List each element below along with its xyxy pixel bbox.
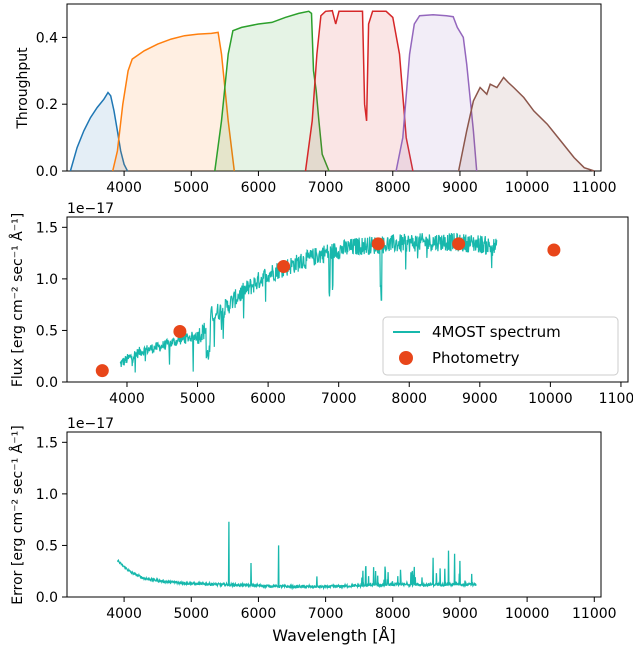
filter-r-curve	[214, 10, 330, 172]
x-axis-label: Wavelength [Å]	[272, 626, 395, 645]
throughput-panel: 4000 5000 6000 7000 8000 9000 10000 11000 0.00.…	[15, 3, 617, 196]
x-tick-label: 9000	[442, 606, 478, 622]
y-tick-label: 1.0	[36, 272, 58, 288]
error-x-ticks: 4000 5000 6000 7000 8000 9000 10000 11000	[106, 597, 617, 622]
x-tick-label: 11000	[572, 180, 617, 196]
x-tick-label: 6000	[250, 391, 286, 407]
x-tick-label: 10000	[505, 180, 550, 196]
error-offset-text: 1e−17	[67, 416, 114, 432]
error-y-label: Error [erg cm⁻² sec⁻¹ Å⁻¹]	[9, 425, 26, 604]
y-tick-label: 1.5	[36, 435, 58, 451]
photometry-point	[173, 324, 187, 338]
photometry-point	[547, 243, 561, 257]
legend-box	[382, 316, 619, 376]
x-tick-label: 7000	[308, 180, 344, 196]
filter-g-curve	[111, 31, 236, 172]
filter-g-fill	[112, 32, 235, 172]
x-tick-label: 5000	[180, 391, 216, 407]
x-tick-label: 7000	[308, 606, 344, 622]
photometry-point	[371, 237, 385, 251]
flux-y-label: Flux [erg cm⁻² sec⁻¹ Å⁻¹]	[9, 213, 26, 387]
x-tick-label: 6000	[241, 180, 277, 196]
x-tick-label: 4000	[109, 391, 145, 407]
filter-r-fill	[214, 11, 329, 171]
y-tick-label: 0.5	[36, 538, 58, 554]
error-line	[117, 521, 477, 591]
x-tick-label: 9000	[462, 391, 498, 407]
error-spectrum	[117, 521, 477, 591]
y-tick-label: 0.4	[36, 30, 58, 46]
filter-curves	[69, 9, 595, 172]
x-tick-label: 11000	[599, 391, 633, 407]
y-tick-label: 1.5	[36, 220, 58, 236]
filter-y-fill	[458, 77, 595, 171]
throughput-y-label: Throughput	[15, 47, 31, 130]
y-tick-label: 0.2	[36, 97, 58, 113]
throughput-frame	[66, 3, 602, 172]
legend: 4MOST spectrum Photometry	[382, 316, 619, 376]
x-tick-label: 10000	[505, 606, 550, 622]
y-tick-label: 0.0	[36, 164, 58, 180]
x-tick-label: 5000	[173, 180, 209, 196]
x-tick-label: 5000	[173, 606, 209, 622]
flux-panel: 1e−17 4000 5000 6000 7000 8000 9000 10000 1100 0…	[9, 201, 633, 407]
legend-photometry-label: Photometry	[432, 349, 520, 367]
x-tick-label: 6000	[241, 606, 277, 622]
flux-x-ticks: 4000 5000 6000 7000 8000 9000 10000 11000	[109, 382, 633, 407]
x-tick-label: 4000	[106, 606, 142, 622]
x-tick-label: 8000	[375, 606, 411, 622]
flux-offset-text: 1e−17	[67, 201, 114, 217]
x-tick-label: 9000	[442, 180, 478, 196]
error-frame	[66, 431, 602, 598]
filter-z-curve	[395, 13, 478, 172]
flux-frame	[66, 216, 629, 383]
x-tick-label: 8000	[375, 180, 411, 196]
x-tick-label: 8000	[391, 391, 427, 407]
flux-y-ticks: 0.0 0.5 1.0 1.5	[36, 220, 67, 391]
y-tick-label: 1.0	[36, 487, 58, 503]
legend-photometry-swatch	[399, 351, 413, 365]
photometry-points	[95, 237, 561, 378]
throughput-x-ticks: 4000 5000 6000 7000 8000 9000 10000 11000	[106, 171, 617, 196]
legend-spectrum-label: 4MOST spectrum	[432, 323, 561, 341]
filter-y-curve	[457, 76, 595, 172]
throughput-y-ticks: 0.0 0.2 0.4	[36, 30, 67, 180]
x-tick-label: 11000	[572, 606, 617, 622]
x-tick-label: 4000	[106, 180, 142, 196]
error-panel: 1e−17 4000 5000 6000 7000 8000 9000 10000 11000…	[9, 416, 617, 645]
x-tick-label: 7000	[321, 391, 357, 407]
photometry-point	[95, 364, 109, 378]
photometry-point	[452, 237, 466, 251]
filter-u-curve	[69, 91, 129, 172]
photometry-point	[277, 260, 291, 273]
filter-i-fill	[305, 10, 413, 172]
error-y-ticks: 0.0 0.5 1.0 1.5	[36, 435, 67, 606]
filter-z-fill	[396, 14, 477, 172]
y-tick-label: 0.5	[36, 323, 58, 339]
y-tick-label: 0.0	[36, 590, 58, 606]
filter-i-curve	[304, 9, 414, 172]
y-tick-label: 0.0	[36, 375, 58, 391]
x-tick-label: 10000	[528, 391, 573, 407]
filter-u-fill	[70, 92, 128, 171]
